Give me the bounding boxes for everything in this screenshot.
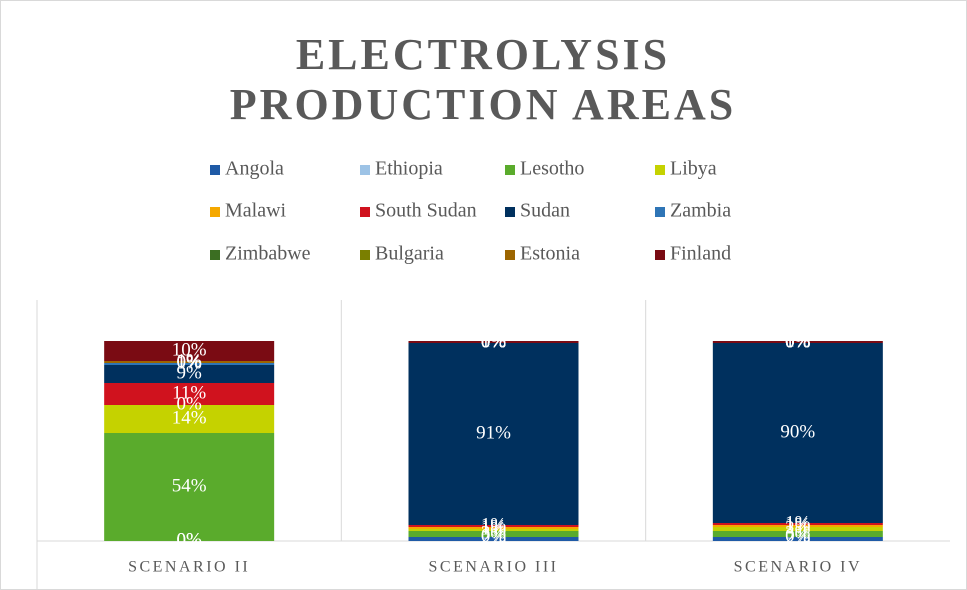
bar-segment xyxy=(712,531,883,537)
data-label: 0% xyxy=(177,351,203,372)
legend-label: South Sudan xyxy=(375,200,477,222)
legend-swatch xyxy=(210,250,220,260)
bar-segment xyxy=(408,527,579,529)
bar-segment xyxy=(712,343,883,523)
bar-segment xyxy=(712,537,883,541)
data-label: 1% xyxy=(177,352,203,373)
bar-segment xyxy=(104,341,275,361)
bar-segment xyxy=(408,529,579,531)
data-label: 0% xyxy=(177,393,203,414)
legend-swatch xyxy=(505,207,515,217)
legend-swatch xyxy=(655,250,665,260)
data-label: 1% xyxy=(481,516,507,537)
legend-swatch xyxy=(505,165,515,175)
data-label: 90% xyxy=(780,421,815,442)
legend-swatch xyxy=(360,207,370,217)
legend-swatch xyxy=(655,207,665,217)
x-tick-label: SCENARIO III xyxy=(429,559,559,576)
legend-label: Zambia xyxy=(670,200,731,222)
bar-segment xyxy=(104,405,275,433)
bar-segment xyxy=(712,341,883,343)
data-label: 0% xyxy=(481,331,507,352)
data-label: 0% xyxy=(481,331,507,352)
data-label: 2% xyxy=(785,527,811,548)
bar-segment xyxy=(104,365,275,383)
data-label: 91% xyxy=(476,422,511,443)
data-label: 0% xyxy=(177,529,203,550)
data-label: 2% xyxy=(785,517,811,538)
bar-segment xyxy=(408,343,579,525)
data-label: 2% xyxy=(481,527,507,548)
bar-segment xyxy=(104,363,275,365)
data-label: 0% xyxy=(785,331,811,352)
data-label: 0% xyxy=(785,331,811,352)
legend-swatch xyxy=(210,165,220,175)
bar-segment xyxy=(104,383,275,405)
legend-swatch xyxy=(655,165,665,175)
legend-label: Finland xyxy=(670,243,731,265)
legend-swatch xyxy=(360,165,370,175)
data-label: 0% xyxy=(177,351,203,372)
data-label: 3% xyxy=(481,522,507,543)
data-label: 1% xyxy=(481,330,507,351)
bar-segment xyxy=(408,531,579,537)
legend-label: Lesotho xyxy=(520,158,584,180)
data-label: 0% xyxy=(481,525,507,546)
data-label: 1% xyxy=(785,512,811,533)
legend-label: Libya xyxy=(670,158,717,180)
data-label: 0% xyxy=(481,331,507,352)
data-label: 0% xyxy=(785,331,811,352)
x-tick-label: SCENARIO IV xyxy=(734,559,862,576)
legend-swatch xyxy=(505,250,515,260)
data-label: 10% xyxy=(172,339,207,360)
data-label: 3% xyxy=(785,522,811,543)
legend-label: Malawi xyxy=(225,200,287,222)
bar-segment xyxy=(712,527,883,531)
x-tick-label: SCENARIO II xyxy=(128,559,250,576)
legend-label: Zimbabwe xyxy=(225,243,311,265)
data-label: 1% xyxy=(785,330,811,351)
data-label: 9% xyxy=(177,362,203,383)
bar-segment xyxy=(408,341,579,343)
legend-swatch xyxy=(210,207,220,217)
legend-swatch xyxy=(360,250,370,260)
legend-label: Bulgaria xyxy=(375,243,444,265)
data-label: 0% xyxy=(481,331,507,352)
data-label: 14% xyxy=(172,407,207,428)
data-label: 54% xyxy=(172,475,207,496)
data-label: 0% xyxy=(177,529,203,550)
chart-title: ELECTROLYSIS PRODUCTION AREAS xyxy=(229,30,737,129)
data-label: 1% xyxy=(481,518,507,539)
bar-segment xyxy=(104,433,275,541)
data-label: 1% xyxy=(785,514,811,535)
legend-label: Ethiopia xyxy=(375,158,443,180)
legend-label: Estonia xyxy=(520,243,580,265)
bar-segment xyxy=(712,523,883,525)
data-label: 1% xyxy=(481,514,507,535)
bar-segment xyxy=(408,525,579,527)
bar-segment xyxy=(104,361,275,363)
data-label: 0% xyxy=(785,525,811,546)
data-label: 0% xyxy=(785,331,811,352)
data-label: 11% xyxy=(172,382,206,403)
bar-segment xyxy=(712,525,883,527)
legend-label: Sudan xyxy=(520,200,570,222)
legend-label: Angola xyxy=(225,158,284,180)
bar-segment xyxy=(408,537,579,541)
data-label: 1% xyxy=(177,350,203,371)
